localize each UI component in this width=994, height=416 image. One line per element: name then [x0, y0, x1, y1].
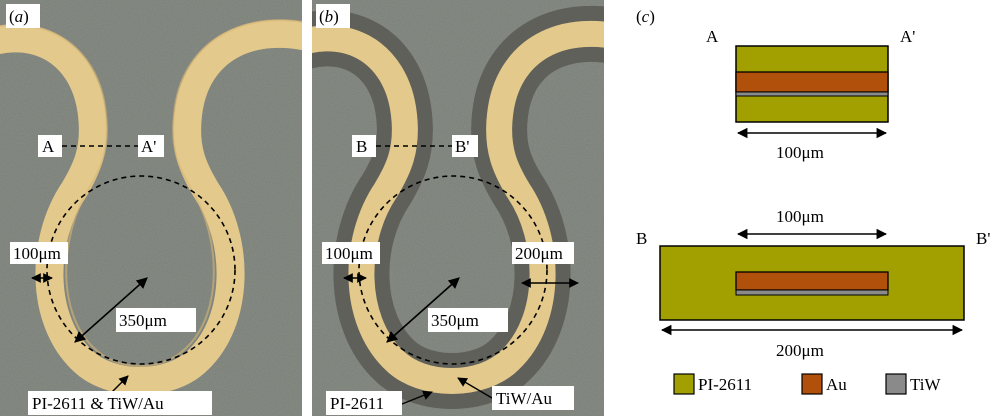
legend-swatch-tiw [885, 373, 907, 395]
legend: PI-2611 Au TiW [673, 373, 942, 395]
panel-a-section-start: A [42, 137, 55, 156]
cross-a-width-label: 100μm [776, 143, 824, 162]
cross-a-end-label: A' [900, 27, 915, 46]
legend-swatch-gold [801, 373, 823, 395]
legend-label-polyimide: PI-2611 [698, 375, 752, 394]
panel-b-outer-width-label: 200μm [515, 244, 563, 263]
panel-b-tag: (b) [319, 7, 339, 26]
panel-c-cross-sections: (c) A A' 100μm 100μm B B' 200μm PI-2611 [636, 7, 990, 395]
panel-a-material-label: PI-2611 & TiW/Au [32, 394, 164, 413]
cross-b-gold [735, 271, 889, 291]
cross-b-end-label: B' [976, 229, 990, 248]
panel-a-tag: (a) [9, 7, 29, 26]
panel-b-pi-label: PI-2611 [330, 394, 384, 413]
panel-a-material-pointer [111, 375, 129, 393]
cross-a-tiw [735, 91, 889, 97]
panel-a-micrograph: (a) A A' 100μm 350μm PI-2611 & TiW/Au [0, 0, 302, 416]
panel-a-section-end: A' [141, 137, 156, 156]
panel-a-gold-trace [0, 19, 302, 395]
panel-c-tag: (c) [636, 7, 655, 26]
panel-b-radius-label: 350μm [431, 311, 479, 330]
cross-b-inner-width-label: 100μm [776, 207, 824, 226]
panel-b-metal-label: TiW/Au [496, 389, 553, 408]
panel-b-micrograph: (b) B B' 100μm 200μm 350μm PI-2611 TiW/A… [312, 0, 604, 416]
legend-label-tiw: TiW [910, 375, 942, 394]
panel-a-width-label: 100μm [13, 244, 61, 263]
cross-a-gold [735, 71, 889, 93]
panel-b-section-start: B [356, 137, 367, 156]
panel-b-dashed-circle [358, 175, 548, 365]
cross-a-start-label: A [706, 27, 719, 46]
cross-b-start-label: B [636, 229, 647, 248]
cross-section-a: A A' 100μm [706, 27, 915, 162]
legend-label-gold: Au [826, 375, 847, 394]
panel-b-section-end: B' [455, 137, 469, 156]
panel-b-pi-pointer [401, 390, 433, 405]
panel-a-radius-arrow [74, 277, 148, 343]
cross-b-outer-width-label: 200μm [776, 341, 824, 360]
legend-swatch-polyimide [673, 373, 695, 395]
panel-a-radius-label: 350μm [119, 311, 167, 330]
cross-section-b: 100μm B B' 200μm [636, 207, 990, 360]
panel-b-inner-width-label: 100μm [325, 244, 373, 263]
panel-b-metal-pointer [457, 377, 493, 399]
panel-a-dashed-circle [46, 175, 236, 365]
panel-b-radius-arrow [386, 277, 460, 343]
cross-b-tiw [735, 289, 889, 296]
